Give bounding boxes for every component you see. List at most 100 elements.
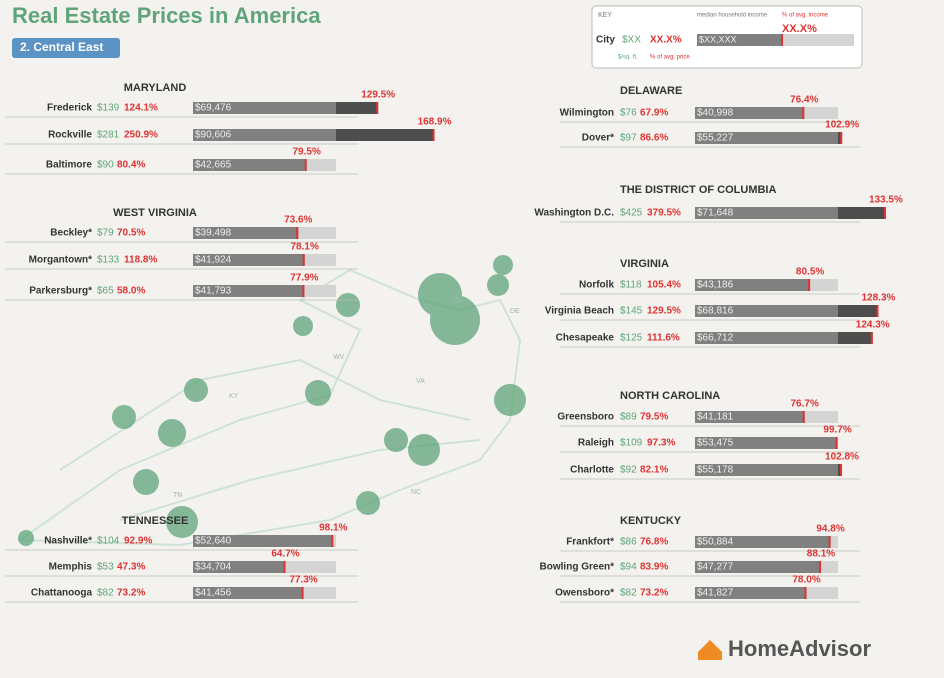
marker (408, 434, 440, 466)
city-name: Raleigh (578, 438, 614, 449)
key-bar (697, 34, 782, 46)
marker (112, 405, 136, 429)
pct-price: 76.8% (640, 537, 668, 548)
value-marker (876, 305, 879, 317)
income-excess (838, 132, 843, 144)
state-name: VIRGINIA (620, 258, 669, 270)
value-marker (883, 207, 886, 219)
marker (305, 380, 331, 406)
marker (493, 255, 513, 275)
city-name: Greensboro (557, 412, 614, 423)
key-pct-price: XX.X% (650, 35, 682, 46)
income: $42,665 (195, 160, 232, 171)
city-name: Washington D.C. (534, 208, 614, 219)
pct-price: 92.9% (124, 536, 152, 547)
pct-price: 58.0% (117, 286, 145, 297)
income-bar (193, 561, 286, 573)
pct-income: 168.9% (418, 117, 452, 128)
value-marker (302, 285, 305, 297)
pct-price: 97.3% (647, 438, 675, 449)
city-name: Bowling Green* (540, 562, 615, 573)
income-bar (193, 102, 336, 114)
map-label: TN (173, 492, 182, 499)
price: $92 (620, 465, 637, 476)
value-marker (818, 561, 821, 573)
city-name: Dover* (582, 133, 614, 144)
pct-income: 88.1% (807, 549, 835, 560)
income: $41,456 (195, 588, 232, 599)
pct-income: 78.0% (792, 575, 820, 586)
income: $55,227 (697, 133, 734, 144)
city-name: Charlotte (570, 465, 614, 476)
key-marker (781, 34, 783, 46)
subtitle: 2. Central East (20, 40, 103, 54)
marker (430, 295, 480, 345)
marker (487, 274, 509, 296)
marker (18, 530, 34, 546)
price: $53 (97, 562, 114, 573)
value-marker (840, 464, 843, 476)
marker (184, 378, 208, 402)
pct-income: 98.1% (319, 523, 347, 534)
city-name: Parkersburg* (29, 286, 92, 297)
pct-income: 76.7% (791, 399, 819, 410)
price: $76 (620, 108, 637, 119)
income: $52,640 (195, 536, 232, 547)
map-label: WV (333, 354, 345, 361)
key-income: $XX,XXX (699, 34, 737, 44)
value-marker (870, 332, 873, 344)
key-caption: $/sq. ft. (618, 55, 638, 61)
map-border (59, 358, 471, 471)
pct-income: 133.5% (869, 195, 903, 206)
state-name: WEST VIRGINIA (113, 207, 197, 219)
income-bar (193, 535, 334, 547)
value-marker (376, 102, 379, 114)
pct-price: 73.2% (640, 588, 668, 599)
city-name: Memphis (49, 562, 93, 573)
state-name: NORTH CAROLINA (620, 390, 720, 402)
value-marker (804, 587, 807, 599)
income-bar (695, 587, 807, 599)
income: $43,186 (697, 280, 734, 291)
income-bar (695, 464, 838, 476)
city-name: Norfolk (579, 280, 614, 291)
city-name: Frederick (47, 103, 92, 114)
pct-price: 111.6% (647, 333, 680, 344)
pct-income: 64.7% (271, 549, 299, 560)
income: $53,475 (697, 438, 734, 449)
price: $86 (620, 537, 637, 548)
marker (166, 506, 198, 538)
map-label: NC (411, 489, 421, 496)
pct-price: 379.5% (647, 208, 681, 219)
city-name: Wilmington (560, 108, 614, 119)
income: $41,793 (195, 286, 232, 297)
income: $71,648 (697, 208, 734, 219)
price: $118 (620, 280, 642, 291)
price: $139 (97, 103, 120, 114)
value-marker (802, 411, 805, 423)
price: $133 (97, 255, 120, 266)
pct-income: 79.5% (293, 147, 321, 158)
income-bar (695, 279, 811, 291)
marker (356, 491, 380, 515)
value-marker (302, 254, 305, 266)
income: $39,498 (195, 228, 232, 239)
title: Real Estate Prices in America (12, 3, 321, 28)
income: $55,178 (697, 465, 734, 476)
price: $281 (97, 130, 120, 141)
income: $66,712 (697, 333, 734, 344)
city-name: Frankfort* (566, 537, 614, 548)
price: $425 (620, 208, 643, 219)
state-name: DELAWARE (620, 85, 682, 97)
pct-price: 124.1% (124, 103, 158, 114)
marker (494, 384, 526, 416)
value-marker (835, 437, 838, 449)
pct-price: 73.2% (117, 588, 145, 599)
pct-price: 105.4% (647, 280, 681, 291)
income: $41,827 (697, 588, 734, 599)
income: $34,704 (195, 562, 232, 573)
pct-income: 129.5% (361, 90, 395, 101)
marker (133, 469, 159, 495)
city-name: Virginia Beach (545, 306, 614, 317)
pct-income: 77.3% (289, 575, 317, 586)
